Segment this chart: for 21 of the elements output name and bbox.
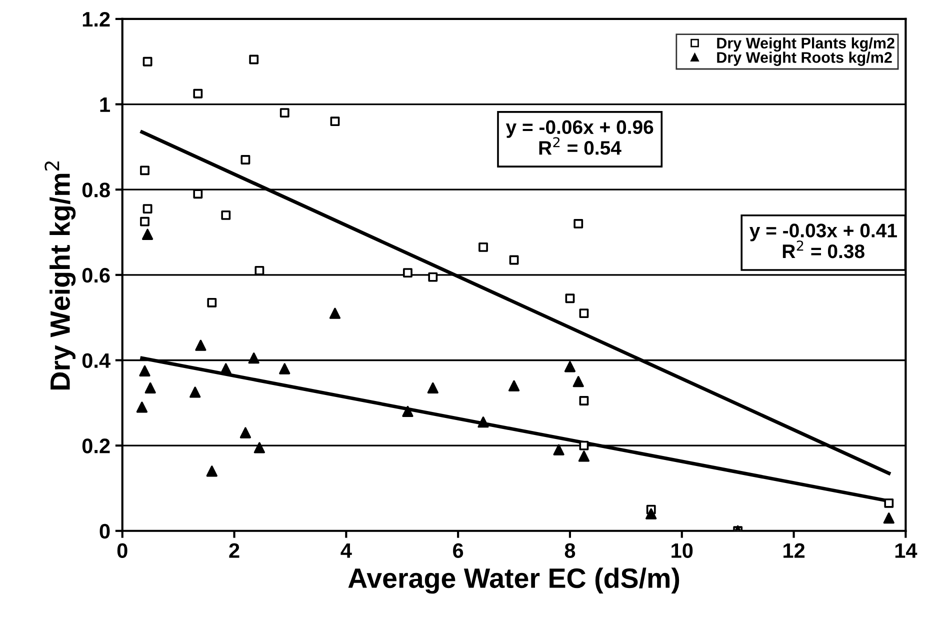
x-tick-label: 0 [117, 543, 128, 558]
x-axis-title: Average Water EC (dS/m) [348, 568, 680, 594]
y-tick-label: 0.6 [82, 268, 110, 283]
annotation: y = -0.06x + 0.96 R$^{2}$ = 0.54 [506, 120, 654, 155]
y-tick-label: 0.2 [82, 438, 110, 454]
x-tick-label: 2 [229, 543, 240, 558]
y-tick-label: 1 [100, 97, 110, 112]
y-tick-label: 1.2 [82, 12, 110, 27]
x-tick-label: 10 [672, 543, 693, 558]
x-tick-label: 4 [340, 543, 352, 558]
legend-label: Dry Weight Plants kg/m2 [717, 37, 894, 52]
y-tick-label: 0 [100, 524, 110, 539]
x-tick-label: 14 [895, 543, 918, 558]
x-tick-label: 8 [564, 543, 576, 558]
y-tick-label: 0.4 [82, 353, 110, 368]
x-tick-label: 6 [453, 543, 464, 558]
x-tick-label: 12 [784, 543, 805, 558]
y-tick-label: 0.8 [82, 182, 110, 198]
y-axis-title: Dry Weight kg/m$^{2}$ [44, 161, 76, 390]
annotation: y = -0.03x + 0.41 R$^{2}$ = 0.38 [750, 224, 897, 258]
legend-label: Dry Weight Roots kg/m2 [717, 52, 892, 66]
